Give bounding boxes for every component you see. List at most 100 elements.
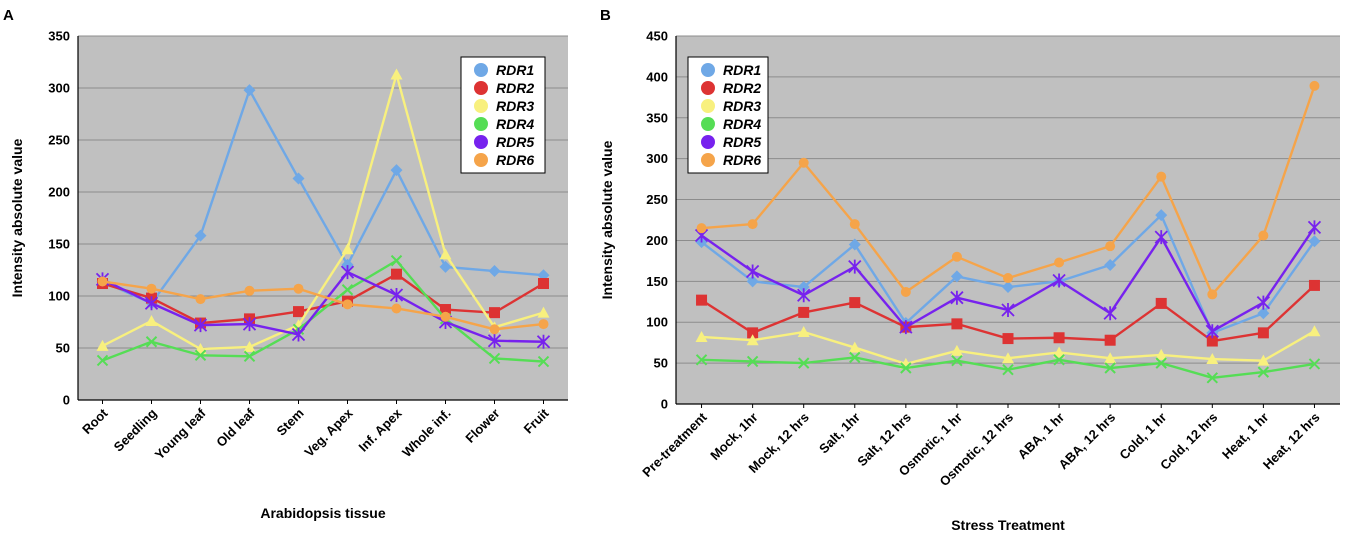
panel-a-legend-label-rdr4: RDR4 xyxy=(496,116,534,132)
panel-b-y-tick-label: 250 xyxy=(646,192,668,207)
panel-a-legend-label-rdr3: RDR3 xyxy=(496,98,534,114)
panel-b-point-rdr6 xyxy=(1105,241,1116,252)
panel-a-x-tick-label: Veg. Apex xyxy=(301,405,356,460)
panel-a-point-rdr5 xyxy=(487,333,502,348)
panel-a-letter: A xyxy=(3,7,14,24)
panel-b-x-tick-label: Cold, 1 hr xyxy=(1116,410,1169,463)
panel-b-legend-label-rdr5: RDR5 xyxy=(723,134,761,150)
panel-a-legend-swatch-rdr1 xyxy=(474,63,488,77)
panel-a-x-tick-label: Root xyxy=(79,405,111,437)
panel-a-legend-label-rdr2: RDR2 xyxy=(496,80,534,96)
panel-b-point-rdr6 xyxy=(951,251,962,262)
panel-b-letter: B xyxy=(600,7,611,24)
chart-panel-b: 0 50 100 150 200 250 300 350 400 450 Pre-treatment… xyxy=(599,29,1340,533)
panel-b-point-rdr6 xyxy=(1258,230,1269,241)
panel-b-point-rdr5 xyxy=(848,259,862,274)
panel-a-point-rdr5 xyxy=(242,317,257,332)
panel-b-point-rdr5 xyxy=(1001,302,1015,317)
panel-a-point-rdr6 xyxy=(538,319,549,330)
panel-b-point-rdr6 xyxy=(1156,171,1167,182)
panel-b-point-rdr2 xyxy=(1206,335,1218,347)
panel-a-point-rdr6 xyxy=(391,303,402,314)
panel-a-y-tick-label: 350 xyxy=(48,29,70,44)
panel-b-point-rdr3 xyxy=(1206,353,1219,365)
panel-b-point-rdr6 xyxy=(747,219,758,230)
panel-a-series-line-rdr1 xyxy=(102,88,544,305)
panel-a-series-line-rdr3 xyxy=(101,73,544,351)
panel-b-point-rdr4 xyxy=(695,354,708,366)
panel-b-point-rdr4 xyxy=(1257,366,1270,378)
panel-b-point-rdr2 xyxy=(747,327,759,339)
panel-b-point-rdr4 xyxy=(797,357,810,369)
panel-a-legend-swatch-rdr4 xyxy=(474,117,488,131)
panel-b-point-rdr2 xyxy=(1257,327,1269,339)
panel-a-point-rdr3 xyxy=(439,248,452,260)
panel-b-point-rdr2 xyxy=(849,297,861,309)
panel-b-point-rdr4 xyxy=(900,362,912,374)
panel-a-point-rdr5 xyxy=(389,287,404,302)
panel-b-x-tick-label: Heat, 1 hr xyxy=(1219,410,1272,463)
panel-a-point-rdr2 xyxy=(538,278,549,290)
panel-a-point-rdr6 xyxy=(97,276,108,287)
panel-a-point-rdr4 xyxy=(537,355,550,368)
panel-a-x-tick-label: Young leaf xyxy=(152,405,209,462)
panel-a-point-rdr3 xyxy=(390,68,403,80)
panel-a-y-tick-label: 150 xyxy=(48,237,70,252)
panel-a-series-line-rdr4 xyxy=(102,259,544,363)
panel-a-legend-swatch-rdr6 xyxy=(474,153,488,167)
panel-b-legend-label-rdr1: RDR1 xyxy=(723,62,761,78)
panel-a-x-tick-label: Fruit xyxy=(521,405,553,437)
panel-a-point-rdr6 xyxy=(342,299,353,310)
panel-b-legend-label-rdr3: RDR3 xyxy=(723,98,761,114)
panel-a-point-rdr3 xyxy=(537,306,550,318)
panel-a-point-rdr4 xyxy=(194,349,207,361)
panel-a-point-rdr6 xyxy=(489,324,500,335)
panel-b-point-rdr3 xyxy=(1308,325,1321,337)
panel-a-point-rdr2 xyxy=(489,307,500,319)
panel-b-point-rdr3 xyxy=(695,330,708,342)
panel-a-point-rdr4 xyxy=(96,354,109,367)
panel-b-point-rdr6 xyxy=(849,219,860,230)
panel-b-y-tick-label: 100 xyxy=(646,315,668,330)
panel-a-point-rdr6 xyxy=(293,283,304,294)
panel-b-point-rdr1 xyxy=(1155,209,1168,222)
panel-b-legend-box xyxy=(687,56,769,174)
panel-a-y-tick-label: 300 xyxy=(48,81,70,96)
panel-b-point-rdr4 xyxy=(746,355,759,368)
panel-a-point-rdr1 xyxy=(243,84,256,97)
panel-a-legend-label-rdr6: RDR6 xyxy=(496,152,534,168)
panel-b-legend-swatch-rdr2 xyxy=(701,81,715,95)
panel-b-point-rdr6 xyxy=(798,157,809,168)
panel-b-legend-swatch-rdr3 xyxy=(701,99,715,113)
panel-a-point-rdr1 xyxy=(439,260,452,273)
panel-b-point-rdr2 xyxy=(1053,332,1065,344)
panel-b-point-rdr4 xyxy=(951,354,963,367)
panel-b-point-rdr1 xyxy=(950,270,963,283)
panel-b-point-rdr5 xyxy=(1154,230,1168,245)
panel-b-point-rdr4 xyxy=(1155,357,1167,369)
panel-b-y-tick-label: 50 xyxy=(654,356,668,371)
panel-b-point-rdr1 xyxy=(1308,235,1321,248)
panel-a-y-tick-label: 0 xyxy=(63,393,70,408)
panel-b-point-rdr2 xyxy=(1104,334,1116,346)
panel-a-point-rdr6 xyxy=(146,283,157,294)
panel-b-point-rdr3 xyxy=(950,344,963,356)
panel-a-point-rdr3 xyxy=(145,314,158,326)
panel-b-y-tick-label: 200 xyxy=(646,233,668,248)
panel-a-point-rdr1 xyxy=(292,172,305,185)
panel-b-point-rdr5 xyxy=(1205,324,1219,339)
panel-b-point-rdr5 xyxy=(797,288,811,303)
panel-b-point-rdr3 xyxy=(848,341,861,353)
panel-b-legend-swatch-rdr1 xyxy=(701,63,715,77)
panel-a-y-axis-title: Intensity absolute value xyxy=(9,138,25,297)
panel-a-point-rdr1 xyxy=(390,164,403,177)
panel-b-point-rdr2 xyxy=(696,294,708,306)
panel-b-point-rdr1 xyxy=(746,275,759,288)
panel-a-legend-swatch-rdr5 xyxy=(474,135,488,149)
panel-b-point-rdr6 xyxy=(1207,289,1218,300)
panel-b-legend-label-rdr4: RDR4 xyxy=(723,116,761,132)
panel-a-point-rdr6 xyxy=(244,285,255,296)
panel-b-point-rdr2 xyxy=(1155,297,1167,309)
panel-a-x-axis-title: Arabidopsis tissue xyxy=(260,505,385,521)
